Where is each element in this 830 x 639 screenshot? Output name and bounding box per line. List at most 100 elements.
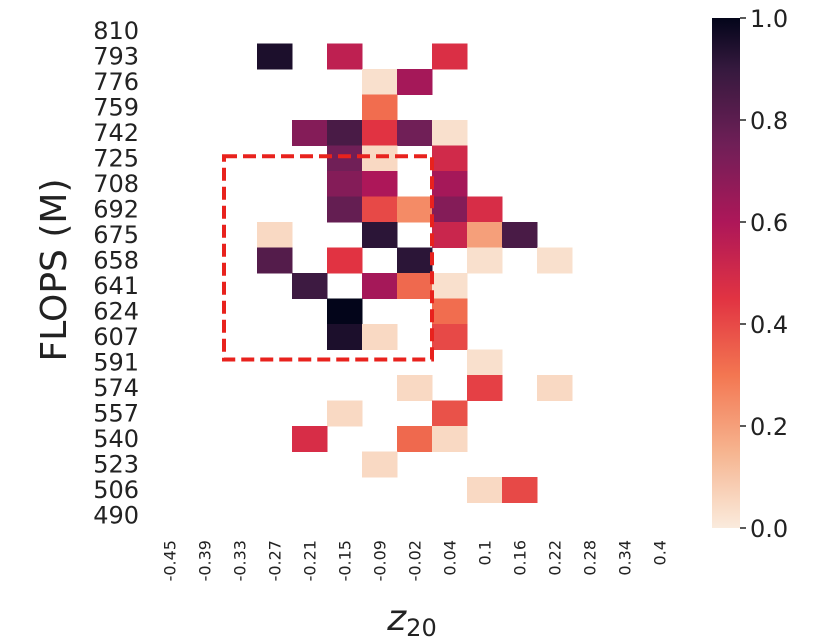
heatmap-cell (327, 43, 363, 70)
heatmap-cell (327, 324, 363, 350)
heatmap-cell (362, 273, 398, 299)
y-tick-label: 759 (93, 93, 139, 121)
x-tick-label: 0.28 (581, 540, 600, 576)
y-tick-label: 506 (93, 476, 139, 504)
heatmap-cell (362, 451, 398, 478)
heatmap-cell (362, 120, 398, 146)
x-tick-label: -0.45 (161, 540, 180, 581)
x-tick-label: -0.21 (301, 540, 320, 581)
heatmap-cell (467, 375, 503, 401)
heatmap-cell (432, 400, 468, 427)
heatmap-cell (432, 120, 468, 146)
heatmap-cell (537, 375, 573, 401)
x-tick-label: -0.09 (371, 540, 390, 581)
colorbar (712, 18, 740, 528)
heatmap-cell (327, 400, 363, 427)
heatmap-cell (292, 426, 328, 452)
y-tick-label: 742 (93, 119, 139, 147)
heatmap-cell (327, 120, 363, 146)
colorbar-tick-label: 0.8 (750, 107, 788, 135)
heatmap-cell (432, 426, 468, 452)
heatmap-cell (397, 247, 433, 274)
heatmap-cell (397, 120, 433, 146)
y-tick-label: 793 (93, 42, 139, 70)
heatmap-cell (362, 196, 398, 223)
y-axis-label: FLOPS (M) (34, 179, 75, 362)
colorbar-tick-label: 0.6 (750, 209, 788, 237)
heatmap-cell (292, 273, 328, 299)
heatmap-cell (257, 222, 293, 248)
y-tick-label: 658 (93, 246, 139, 274)
x-axis-label-subscript: 20 (406, 614, 437, 639)
heatmap-cell (502, 477, 538, 503)
y-tick-label: 692 (93, 195, 139, 223)
x-axis-label: z20 (386, 598, 436, 639)
x-tick-label: 0.04 (441, 540, 460, 576)
y-tick-label: 490 (93, 501, 139, 529)
colorbar-tick-label: 0.0 (750, 515, 788, 543)
x-tick-label: 0.34 (616, 540, 635, 576)
heatmap-cell (292, 120, 328, 146)
x-tick-label: -0.27 (266, 540, 285, 581)
heatmap-cell (432, 222, 468, 248)
x-tick-label: -0.33 (231, 540, 250, 581)
heatmap-cell (432, 324, 468, 350)
heatmap-cell (327, 196, 363, 223)
heatmap-cell (502, 222, 538, 248)
heatmap-cell (397, 426, 433, 452)
x-tick-label: 0.22 (546, 540, 565, 576)
heatmap-cell (327, 171, 363, 197)
heatmap-cell (537, 247, 573, 274)
x-axis-label-main: z (386, 598, 407, 639)
y-tick-label: 725 (93, 144, 139, 172)
heatmap-cell (467, 349, 503, 376)
y-tick-label: 607 (93, 323, 139, 351)
heatmap-cell (467, 222, 503, 248)
heatmap-cell (432, 145, 468, 172)
x-tick-label: 0.1 (476, 540, 495, 565)
heatmap-cell (362, 69, 398, 95)
y-tick-label: 591 (93, 348, 139, 376)
y-tick-label: 810 (93, 17, 139, 45)
y-tick-label: 641 (93, 272, 139, 300)
heatmap-cell (432, 171, 468, 197)
y-tick-label: 776 (93, 68, 139, 96)
heatmap-cell (327, 145, 363, 172)
heatmap-cell (432, 43, 468, 70)
y-tick-label: 540 (93, 425, 139, 453)
x-tick-label: -0.15 (336, 540, 355, 581)
colorbar-tick-label: 0.4 (750, 311, 788, 339)
heatmap-cell (467, 477, 503, 503)
y-tick-label: 624 (93, 297, 139, 325)
heatmap-cell (362, 222, 398, 248)
heatmap-cell (467, 196, 503, 223)
heatmap-cell (432, 298, 468, 325)
heatmap-cell (397, 273, 433, 299)
heatmap-cell (432, 273, 468, 299)
x-tick-label: 0.16 (511, 540, 530, 576)
heatmap-cell (327, 298, 363, 325)
heatmap-cell (257, 247, 293, 274)
heatmap-cell (362, 94, 398, 121)
y-tick-label: 574 (93, 374, 139, 402)
x-tick-labels: -0.45 -0.39 -0.33 -0.27 -0.21 -0.15 -0.09 -0.02… (161, 540, 670, 581)
y-tick-labels: 8107937767597427257086926756586416246075… (93, 17, 139, 530)
heatmap-cell (397, 69, 433, 95)
x-tick-label: -0.39 (196, 540, 215, 581)
heatmap-cell (257, 43, 293, 70)
colorbar-ticks: 0.0 0.2 0.4 0.6 0.8 1.0 (740, 5, 788, 543)
heatmap-cell (467, 247, 503, 274)
colorbar-tick-label: 0.2 (750, 413, 788, 441)
y-tick-label: 708 (93, 170, 139, 198)
y-tick-label: 557 (93, 399, 139, 427)
highlight-box (222, 154, 434, 362)
heatmap-cells (257, 43, 573, 503)
y-tick-label: 523 (93, 450, 139, 478)
heatmap-cell (362, 145, 398, 172)
y-tick-label: 675 (93, 221, 139, 249)
heatmap-cell (432, 196, 468, 223)
x-tick-label: 0.4 (651, 540, 670, 565)
x-tick-label: -0.02 (406, 540, 425, 581)
heatmap-cell (327, 247, 363, 274)
